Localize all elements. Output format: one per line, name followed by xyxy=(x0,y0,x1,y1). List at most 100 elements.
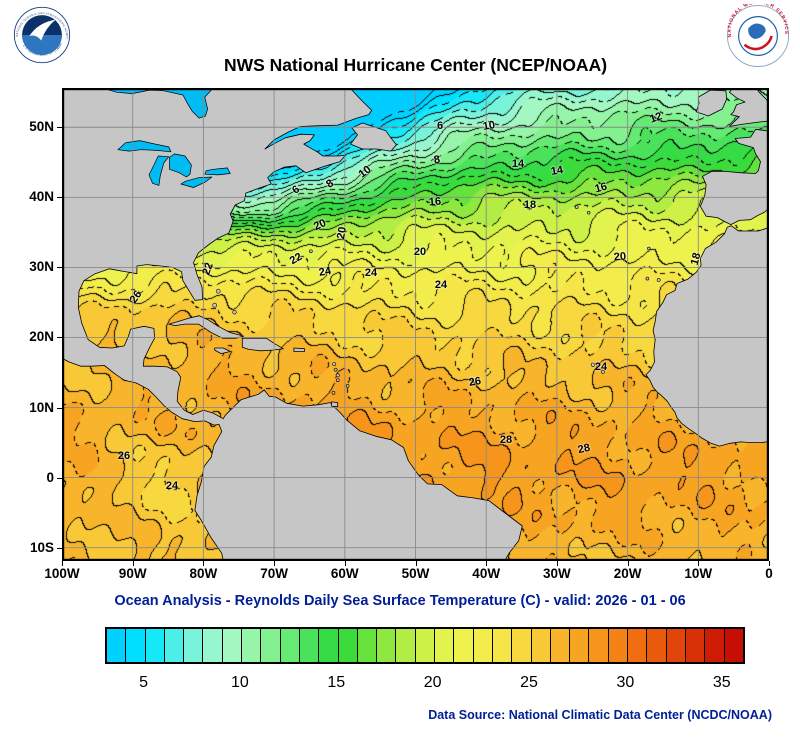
isotherm-label: 20 xyxy=(311,216,329,234)
colorbar-cell xyxy=(473,629,493,662)
colorbar-cell xyxy=(357,629,378,662)
colorbar-cell xyxy=(415,629,436,662)
island-trinidad xyxy=(331,401,339,408)
island-canary xyxy=(645,276,650,281)
y-axis-label: 30N xyxy=(29,259,54,275)
x-axis-label: 0 xyxy=(765,566,773,581)
isotherm-label: 8 xyxy=(432,153,442,167)
isotherm-label: 24 xyxy=(594,361,608,373)
isotherm-label: 24 xyxy=(317,265,333,279)
colorbar-cell xyxy=(396,629,416,662)
sst-map: 6 8 10 8 6 10 12 14 14 16 18 16 20 20 22 22 24 24 24 20 20 18… xyxy=(62,88,769,561)
isotherm-label: 28 xyxy=(499,434,513,446)
lake-erie xyxy=(180,176,213,188)
colorbar-cell xyxy=(570,629,590,662)
x-axis-label: 100W xyxy=(44,566,80,581)
colorbar-cell xyxy=(550,629,571,662)
map-subtitle: Ocean Analysis - Reynolds Daily Sea Surf… xyxy=(114,593,686,609)
island-antilles xyxy=(333,367,338,372)
colorbar-cell xyxy=(145,629,165,662)
noaa-gull-icon xyxy=(29,19,56,41)
colorbar-cell xyxy=(628,629,648,662)
y-axis-tick xyxy=(57,267,62,269)
colorbar-cell xyxy=(126,629,146,662)
island-bermuda xyxy=(309,249,313,254)
land-americas xyxy=(62,88,523,561)
y-axis-label: 40N xyxy=(29,189,54,205)
isotherm-label: 24 xyxy=(434,279,448,291)
island-madeira xyxy=(647,246,651,251)
island-cape-verde xyxy=(590,362,596,367)
colorbar-cell xyxy=(338,629,358,662)
y-axis-label: 0 xyxy=(46,469,54,485)
isotherm-label: 20 xyxy=(413,246,427,258)
nws-map-blob xyxy=(748,23,766,39)
temperature-colorbar xyxy=(105,627,745,664)
colorbar-cell xyxy=(261,629,281,662)
colorbar-cell xyxy=(435,629,455,662)
y-axis-label: 20N xyxy=(29,329,54,345)
colorbar-cell xyxy=(377,629,397,662)
x-axis-tick xyxy=(769,561,770,566)
x-axis-label: 10W xyxy=(684,566,713,581)
land-britain xyxy=(729,88,769,127)
island-azores xyxy=(587,211,591,215)
island-antilles xyxy=(332,362,337,366)
x-axis-tick xyxy=(62,561,63,566)
nws-logo: NATIONAL WEATHER SERVICE xyxy=(727,4,790,68)
y-axis-label: 50N xyxy=(29,119,54,135)
x-axis-label: 70W xyxy=(260,566,288,581)
page-title: NWS National Hurricane Center (NCEP/NOAA… xyxy=(223,55,608,75)
colorbar-cell xyxy=(531,629,551,662)
colorbar-cell xyxy=(589,629,609,662)
isotherm-label: 10 xyxy=(481,119,497,133)
x-axis-label: 20W xyxy=(613,566,642,581)
data-source-credit: Data Source: National Climatic Data Cent… xyxy=(428,708,772,722)
map-overlay xyxy=(62,88,769,561)
island-cuba xyxy=(168,315,245,339)
isotherm-label: 16 xyxy=(428,195,442,209)
island-azores xyxy=(574,205,579,209)
isotherm-label: 6 xyxy=(436,120,444,132)
x-axis-tick xyxy=(486,561,488,566)
grid-lines xyxy=(62,88,769,561)
island-bahamas xyxy=(212,302,218,308)
colorbar-tick-label: 5 xyxy=(139,674,148,691)
colorbar-cell xyxy=(242,629,262,662)
y-axis-tick xyxy=(57,337,62,339)
isotherm-label: 12 xyxy=(648,110,664,126)
colorbar-cell xyxy=(319,629,339,662)
isotherm-label: 18 xyxy=(523,199,537,211)
x-axis-label: 30W xyxy=(543,566,571,581)
island-barbados xyxy=(345,384,350,388)
isotherm-label: 28 xyxy=(576,441,592,457)
lake-huron xyxy=(169,153,192,178)
isotherm-label: 8 xyxy=(324,177,336,191)
island-antilles xyxy=(331,391,336,395)
colorbar-cell xyxy=(203,629,223,662)
land-newfoundland xyxy=(350,122,397,152)
colorbar-cell xyxy=(299,629,320,662)
x-axis-label: 50W xyxy=(401,566,430,581)
island-antilles xyxy=(335,378,340,383)
isotherm-label: 24 xyxy=(364,267,378,279)
x-axis-label: 80W xyxy=(189,566,218,581)
isotherm-label: 20 xyxy=(613,250,627,264)
island-bahamas xyxy=(232,310,237,315)
colorbar-cell xyxy=(608,629,629,662)
noaa-emblem-sea xyxy=(22,35,62,55)
colorbar-cell xyxy=(454,629,474,662)
island-bahamas xyxy=(215,288,221,294)
x-axis-label: 90W xyxy=(118,566,147,581)
island-hispaniola xyxy=(241,337,284,352)
island-cape-verde xyxy=(600,369,605,374)
y-axis-label: 10S xyxy=(29,539,54,555)
lake-michigan xyxy=(148,155,170,186)
y-axis-tick xyxy=(57,547,62,549)
colorbar-cell xyxy=(724,629,743,662)
isotherm-label: 26 xyxy=(467,375,483,389)
land-shapes xyxy=(62,88,769,561)
colorbar-cell xyxy=(280,629,300,662)
colorbar-tick-label: 10 xyxy=(231,674,249,691)
